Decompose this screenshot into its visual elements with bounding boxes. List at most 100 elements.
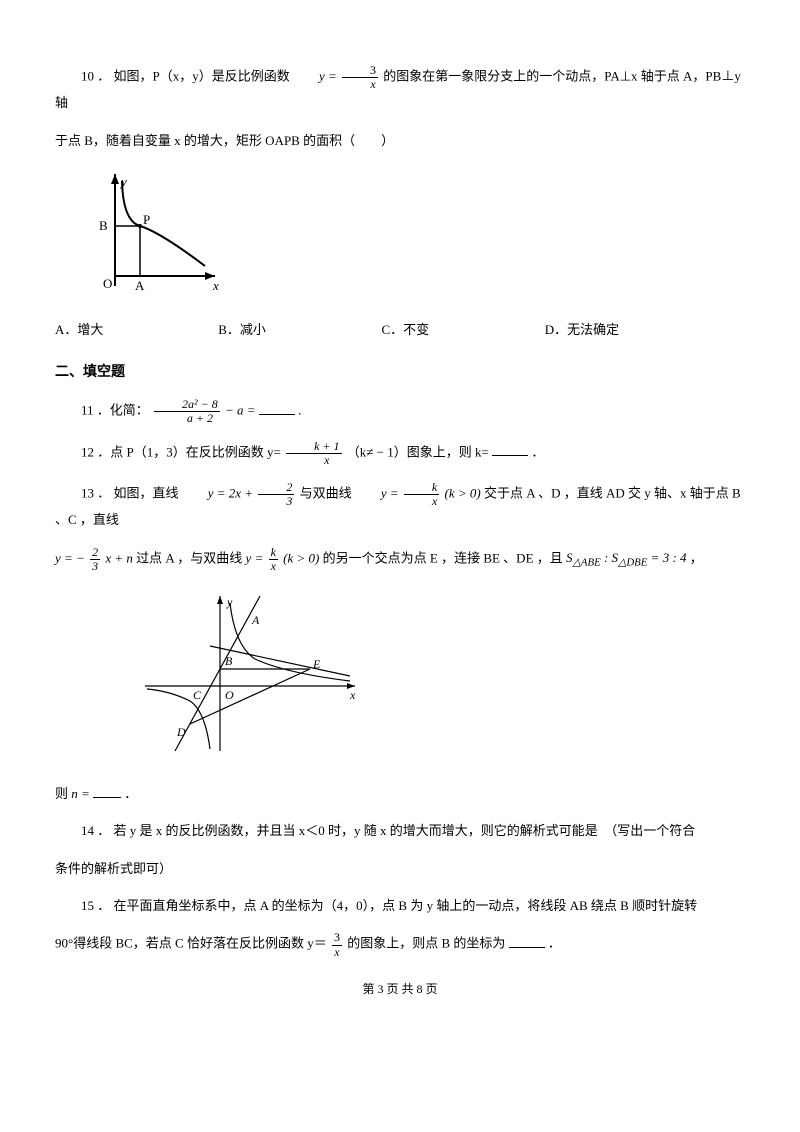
q13-line2-den: 3 (90, 560, 100, 573)
q10-formula-lhs: y = (319, 69, 340, 84)
q10-choices: A．增大 B．减小 C．不变 D．无法确定 (55, 318, 745, 341)
q13-eq2-cond: (k > 0) (445, 486, 481, 501)
q12-text1: ．点 P（1，3）在反比例函数 y= (97, 444, 284, 459)
q15-frac: 3 x (332, 931, 342, 958)
q13-line2-num: 2 (90, 546, 100, 560)
svg-text:C: C (193, 688, 202, 702)
q13-t1: ． 如图，直线 (97, 486, 182, 501)
q10-formula: y = 3x (293, 64, 380, 91)
q15-text2a: 90°得线段 BC，若点 C 恰好落在反比例函数 y＝ (55, 936, 330, 951)
q13-eq2-lhs: y = (381, 486, 402, 501)
svg-text:y: y (226, 595, 233, 609)
q13-eq1: y = 2x + 23 (182, 481, 297, 508)
svg-text:P: P (143, 212, 150, 227)
q13-ratio: S△ABE : S△DBE = 3 : 4 (566, 550, 690, 565)
q13-t4: 过点 A ，与双曲线 (136, 550, 245, 565)
q12-text2: （k≠ − 1）图象上，则 k= (347, 444, 489, 459)
q13-ratio-sub2: △DBE (618, 557, 647, 569)
q13-eq3: y = kx (k > 0) (246, 546, 320, 573)
q14-num: 14 (81, 823, 94, 838)
q11-frac-den: a + 2 (154, 412, 220, 425)
svg-text:A: A (251, 613, 260, 627)
page: 10 ． 如图，P（x，y）是反比例函数 y = 3x 的图象在第一象限分支上的… (0, 0, 800, 1020)
q13-eq3-den: x (269, 560, 278, 573)
q14-text2: 条件的解析式即可） (55, 861, 172, 876)
q12-frac-num: k + 1 (286, 440, 341, 454)
q15-line1: 15 ． 在平面直角坐标系中，点 A 的坐标为（4，0），点 B 为 y 轴上的… (55, 894, 745, 917)
q13-t5: 的另一个交点为点 E ，连接 BE 、DE ，且 (323, 550, 566, 565)
q11-frac: 2a² − 8 a + 2 (154, 398, 220, 425)
q13-last-prefix: 则 (55, 786, 68, 801)
q10-figure: y x O A B P (85, 166, 745, 303)
q11-frac-num: 2a² − 8 (154, 398, 220, 412)
q13-line2: y = − 23 x + n 过点 A ，与双曲线 y = kx (k > 0)… (55, 546, 745, 574)
q13-eq2-den: x (404, 495, 439, 508)
q13-last-end: ． (124, 786, 137, 801)
q12-end: ． (531, 444, 544, 459)
q15-num: 15 (81, 898, 94, 913)
q13-ratio-rhs: = 3 : 4 (647, 550, 686, 565)
q15-text2b: 的图象上，则点 B 的坐标为 (347, 936, 505, 951)
q11-num: 11 (81, 403, 94, 418)
q14-text1: ． 若 y 是 x 的反比例函数，并且当 x＜0 时，y 随 x 的增大而增大，… (97, 823, 695, 838)
q13-last-var: n = (71, 786, 93, 801)
q13-t6: ， (690, 550, 703, 565)
q11-end: . (298, 403, 301, 418)
q13-eq2: y = kx (k > 0) (355, 481, 481, 508)
q13-last: 则 n = ． (55, 782, 745, 805)
svg-text:y: y (119, 174, 127, 189)
q13-figure: y x O A B C D E (135, 591, 365, 763)
q10-line2: 于点 B，随着自变量 x 的增大，矩形 OAPB 的面积（ ） (55, 129, 745, 152)
q12: 12 ．点 P（1，3）在反比例函数 y= k + 1 x （k≠ − 1）图象… (55, 440, 745, 467)
q10-frac: 3x (342, 64, 378, 91)
q13-t2: 与双曲线 (300, 486, 355, 501)
q13-eq3-cond: (k > 0) (283, 550, 319, 565)
q13-eq3-lhs: y = (246, 550, 267, 565)
svg-text:E: E (312, 657, 321, 671)
svg-text:D: D (176, 725, 186, 739)
q13-eq2-num: k (404, 481, 439, 495)
section-2-title: 二、填空题 (55, 359, 745, 384)
q11-blank (259, 400, 295, 415)
q12-num: 12 (81, 444, 94, 459)
q10-line1: 10 ． 如图，P（x，y）是反比例函数 y = 3x 的图象在第一象限分支上的… (55, 64, 745, 115)
q13-eq3-num: k (269, 546, 278, 560)
q13-num: 13 (81, 486, 94, 501)
q13-eq1-num: 2 (258, 481, 294, 495)
svg-text:x: x (349, 688, 356, 702)
q12-frac: k + 1 x (286, 440, 341, 467)
q13-eq1-lhs: y = 2x + (208, 486, 257, 501)
q12-blank (492, 441, 528, 456)
q12-frac-den: x (286, 454, 341, 467)
q13-line2-lhs: y = − (55, 550, 88, 565)
q10-num: 10 (81, 69, 94, 84)
q13-eq1-den: 3 (258, 495, 294, 508)
q13-line1: 13 ． 如图，直线 y = 2x + 23 与双曲线 y = kx (k > … (55, 481, 745, 532)
q14-line2: 条件的解析式即可） (55, 857, 745, 880)
q13-figure-row: y x O A B C D E (55, 587, 745, 767)
q11-tail: − a = (225, 403, 259, 418)
q10-svg: y x O A B P (85, 166, 225, 296)
q11: 11 ．化简： 2a² − 8 a + 2 − a = . (55, 398, 745, 425)
q11-text: ．化简： (97, 403, 149, 418)
q13-ratio-sub1: △ABE (573, 557, 601, 569)
q15-blank (509, 933, 545, 948)
q14-line1: 14 ． 若 y 是 x 的反比例函数，并且当 x＜0 时，y 随 x 的增大而… (55, 819, 745, 842)
q10-choice-a: A．增大 (55, 318, 215, 341)
q15-line2: 90°得线段 BC，若点 C 恰好落在反比例函数 y＝ 3 x 的图象上，则点 … (55, 931, 745, 958)
q15-text1: ． 在平面直角坐标系中，点 A 的坐标为（4，0），点 B 为 y 轴上的一动点… (97, 898, 697, 913)
svg-text:A: A (135, 278, 145, 293)
svg-text:x: x (212, 278, 219, 293)
svg-text:O: O (225, 688, 234, 702)
page-footer: 第 3 页 共 8 页 (55, 979, 745, 1001)
q15-frac-den: x (332, 946, 342, 959)
svg-text:B: B (99, 218, 108, 233)
q15-end: ． (548, 936, 561, 951)
q10-line2-text: 于点 B，随着自变量 x 的增大，矩形 OAPB 的面积（ ） (55, 133, 394, 148)
q10-choice-c: C．不变 (382, 318, 542, 341)
svg-text:B: B (225, 654, 233, 668)
q13-blank (93, 783, 121, 798)
q10-choice-b: B．减小 (218, 318, 378, 341)
q10-frac-num: 3 (342, 64, 378, 78)
q13-eq-line2: y = − 23 x + n (55, 546, 133, 573)
